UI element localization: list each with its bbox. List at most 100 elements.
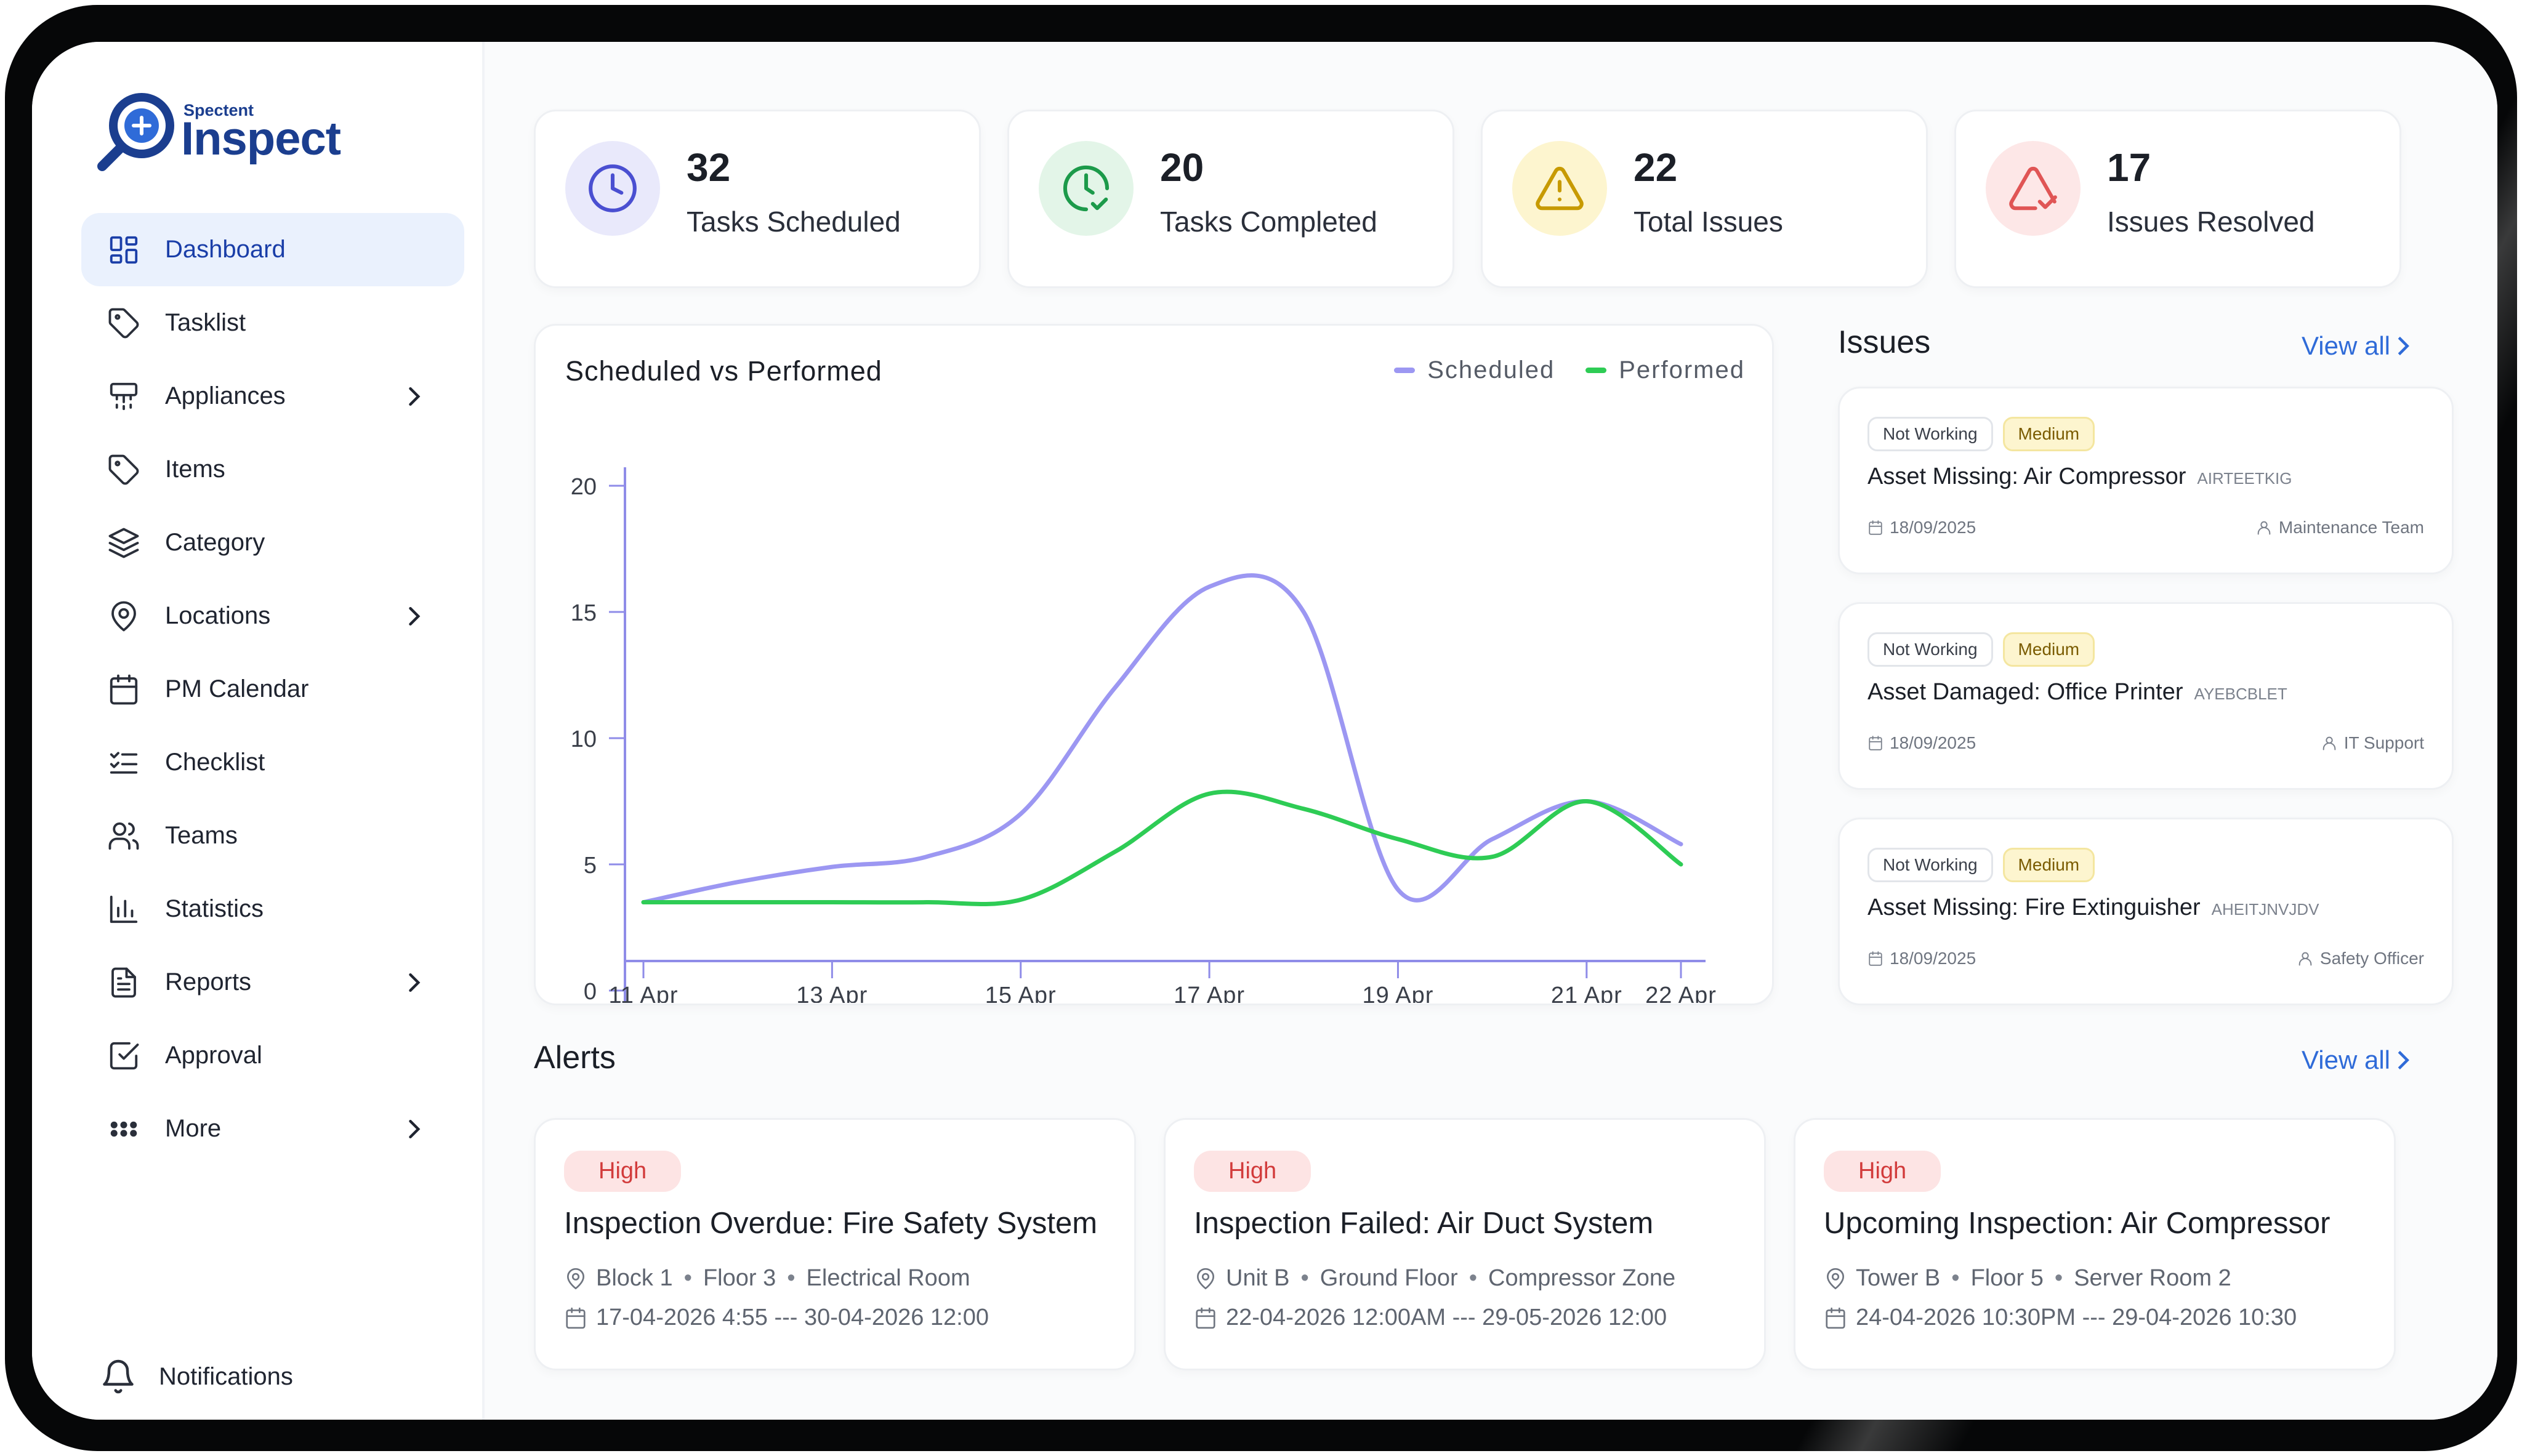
sidebar-item-items[interactable]: Items bbox=[81, 433, 464, 506]
sidebar-item-icon-wrap bbox=[106, 818, 142, 854]
issues-view-all-link[interactable]: View all bbox=[2302, 331, 2411, 361]
sidebar-item-appliances[interactable]: Appliances bbox=[81, 360, 464, 433]
alert-location: Tower B • Floor 5 • Server Room 2 bbox=[1824, 1265, 2231, 1292]
alerts-view-all-label: View all bbox=[2302, 1045, 2390, 1074]
alert-time-range: 22-04-2026 12:00AM --- 29-05-2026 12:00 bbox=[1194, 1305, 1667, 1331]
sidebar-item-label: More bbox=[165, 1115, 222, 1142]
chevron-right-icon[interactable] bbox=[400, 1116, 427, 1143]
sidebar-item-tasklist[interactable]: Tasklist bbox=[81, 286, 464, 360]
status-badge: Not Working bbox=[1867, 417, 1993, 451]
alert-card[interactable]: High Inspection Failed: Air Duct System … bbox=[1164, 1118, 1766, 1370]
issue-code: AHEITJNVJDV bbox=[2211, 900, 2319, 919]
sidebar-item-locations[interactable]: Locations bbox=[81, 579, 464, 653]
users-icon bbox=[108, 822, 139, 850]
alert-location: Block 1 • Floor 3 • Electrical Room bbox=[564, 1265, 970, 1292]
sidebar-item-label: Approval bbox=[165, 1042, 262, 1069]
stat-card-tasks-completed[interactable]: 20 Tasks Completed bbox=[1007, 110, 1454, 288]
separator-dot: • bbox=[2054, 1265, 2063, 1291]
y-tick-label: 5 bbox=[584, 853, 597, 879]
issue-card[interactable]: Not Working Medium Asset Missing: Fire E… bbox=[1838, 818, 2454, 1005]
brand-company: Spectent bbox=[183, 101, 254, 119]
chevron-right-icon[interactable] bbox=[400, 603, 427, 630]
map-pin-icon bbox=[1196, 1268, 1215, 1289]
issue-card[interactable]: Not Working Medium Asset Damaged: Office… bbox=[1838, 602, 2454, 790]
warning-icon bbox=[1536, 166, 1584, 211]
alert-location-part: Block 1 bbox=[596, 1265, 673, 1291]
sidebar-item-dashboard[interactable]: Dashboard bbox=[81, 213, 464, 286]
alerts-view-all-link[interactable]: View all bbox=[2302, 1045, 2411, 1075]
chevron-right-icon[interactable] bbox=[400, 969, 427, 996]
bell-icon bbox=[103, 1359, 134, 1394]
dots-grid-icon bbox=[110, 1121, 137, 1136]
status-badge: Not Working bbox=[1867, 848, 1993, 882]
separator-dot: • bbox=[1468, 1265, 1477, 1291]
y-tick-label: 15 bbox=[571, 600, 597, 626]
calendar-icon bbox=[566, 1307, 586, 1329]
y-tick-label: 0 bbox=[584, 979, 597, 1003]
chevron-right-icon bbox=[2398, 336, 2409, 356]
sidebar-item-icon-wrap bbox=[106, 305, 142, 341]
x-tick-label: 19 Apr bbox=[1363, 983, 1434, 1003]
alert-location-part: Server Room 2 bbox=[2074, 1265, 2231, 1291]
chevron-right-icon[interactable] bbox=[400, 383, 427, 410]
issue-date-text: 18/09/2025 bbox=[1890, 518, 1976, 537]
alert-card[interactable]: High Upcoming Inspection: Air Compressor… bbox=[1794, 1118, 2396, 1370]
issue-team-text: Maintenance Team bbox=[2278, 518, 2424, 537]
line-chart: 0 5 10 15 20 11 Apr 13 Apr 15 Apr 17 Apr 19 Apr 21… bbox=[571, 467, 1716, 1003]
stat-value: 32 bbox=[687, 145, 731, 190]
sidebar-item-label: Dashboard bbox=[165, 236, 286, 263]
sidebar-item-pm-calendar[interactable]: PM Calendar bbox=[81, 653, 464, 726]
brand-logo[interactable]: Spectent Inspect bbox=[96, 91, 342, 177]
sidebar-item-more[interactable]: More bbox=[81, 1092, 464, 1165]
calendar-icon bbox=[1196, 1307, 1215, 1329]
document-icon bbox=[111, 967, 136, 997]
sidebar-item-label: Teams bbox=[165, 822, 238, 849]
alert-location: Unit B • Ground Floor • Compressor Zone bbox=[1194, 1265, 1675, 1292]
issue-team: IT Support bbox=[2321, 733, 2424, 753]
stat-card-issues-resolved[interactable]: 17 Issues Resolved bbox=[1954, 110, 2401, 288]
legend-swatch-scheduled bbox=[1394, 368, 1416, 373]
stat-card-total-issues[interactable]: 22 Total Issues bbox=[1481, 110, 1928, 288]
calendar-icon bbox=[1826, 1307, 1845, 1329]
issue-title-text: Asset Missing: Fire Extinguisher bbox=[1867, 895, 2201, 920]
sidebar-item-label: Locations bbox=[165, 602, 271, 629]
sidebar-item-icon-wrap bbox=[106, 232, 142, 268]
alert-location-part: Unit B bbox=[1226, 1265, 1290, 1291]
sidebar-item-checklist[interactable]: Checklist bbox=[81, 726, 464, 799]
x-tick-label: 17 Apr bbox=[1174, 983, 1245, 1003]
sidebar-item-label: PM Calendar bbox=[165, 675, 309, 702]
chart-card: Scheduled vs Performed Scheduled Perform… bbox=[534, 324, 1774, 1005]
x-tick-label: 21 Apr bbox=[1551, 983, 1622, 1003]
issue-date: 18/09/2025 bbox=[1867, 949, 1976, 968]
sidebar-item-category[interactable]: Category bbox=[81, 506, 464, 579]
sidebar-item-reports[interactable]: Reports bbox=[81, 946, 464, 1019]
priority-badge: High bbox=[1824, 1151, 1941, 1192]
priority-badge: Medium bbox=[2002, 417, 2095, 451]
sidebar-item-icon-wrap bbox=[106, 1038, 142, 1074]
alert-card[interactable]: High Inspection Overdue: Fire Safety Sys… bbox=[534, 1118, 1136, 1370]
notifications-button[interactable]: Notifications bbox=[100, 1358, 293, 1395]
issue-badges: Not Working Medium bbox=[1867, 417, 2105, 451]
legend-label-scheduled: Scheduled bbox=[1427, 356, 1555, 384]
chart-title: Scheduled vs Performed bbox=[565, 355, 882, 387]
legend-label-performed: Performed bbox=[1619, 356, 1745, 384]
issue-team: Safety Officer bbox=[2297, 949, 2424, 968]
issue-team: Maintenance Team bbox=[2255, 518, 2424, 537]
sidebar-item-approval[interactable]: Approval bbox=[81, 1019, 464, 1092]
stat-card-tasks-scheduled[interactable]: 32 Tasks Scheduled bbox=[534, 110, 981, 288]
issue-card[interactable]: Not Working Medium Asset Missing: Air Co… bbox=[1838, 387, 2454, 574]
sidebar-item-icon-wrap bbox=[106, 379, 142, 414]
stat-label: Tasks Completed bbox=[1160, 206, 1377, 238]
clock-icon bbox=[589, 164, 637, 212]
layers-icon bbox=[108, 528, 139, 558]
sidebar-item-label: Checklist bbox=[165, 749, 265, 776]
sidebar-item-teams[interactable]: Teams bbox=[81, 799, 464, 872]
check-square-icon bbox=[110, 1042, 139, 1069]
priority-badge: High bbox=[564, 1151, 682, 1192]
sidebar-item-icon-wrap bbox=[106, 745, 142, 781]
sidebar-nav: Dashboard Tasklist Appliances Items Cate… bbox=[81, 213, 464, 1165]
sidebar-item-statistics[interactable]: Statistics bbox=[81, 872, 464, 946]
device-frame: Spectent Inspect Dashboard Tasklist Appl… bbox=[5, 5, 2517, 1451]
separator-dot: • bbox=[1951, 1265, 1960, 1291]
user-icon bbox=[2257, 521, 2271, 535]
